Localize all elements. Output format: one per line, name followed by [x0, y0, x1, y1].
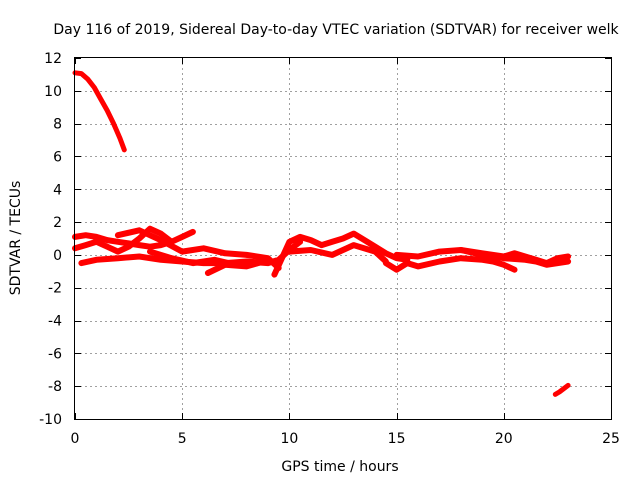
- series-group: [72, 70, 572, 397]
- y-tick-label: 2: [53, 215, 62, 231]
- y-tick-label: 12: [44, 51, 62, 67]
- y-tick-label: -10: [39, 412, 62, 428]
- y-tick-label: 6: [53, 149, 62, 165]
- series-arc-8: [271, 230, 411, 278]
- series-arc-7: [204, 258, 267, 276]
- x-tick-label: 10: [280, 431, 298, 447]
- series-arc-9: [286, 242, 389, 265]
- x-tick-label: 20: [495, 431, 513, 447]
- y-tick-label: -2: [48, 281, 62, 297]
- series-arc-3: [72, 225, 175, 255]
- y-tick-labels: -10 -8 -6 -4 -2 0 2 4 6 8 10 12: [39, 51, 62, 428]
- series-arc-12: [457, 247, 572, 267]
- y-tick-label: 4: [53, 182, 62, 198]
- chart-title: Day 116 of 2019, Sidereal Day-to-day VTE…: [53, 22, 619, 38]
- series-arc-10: [382, 255, 518, 273]
- plot-frame: [74, 57, 612, 420]
- x-axis-title: GPS time / hours: [281, 459, 398, 475]
- y-axis-title: SDTVAR / TECUs: [8, 181, 24, 296]
- series-arc-1: [72, 70, 127, 153]
- y-tick-label: -4: [48, 314, 62, 330]
- y-tick-label: 0: [53, 248, 62, 264]
- x-tick-label: 15: [388, 431, 406, 447]
- x-tick-label: 5: [178, 431, 187, 447]
- y-tick-label: -6: [48, 346, 62, 362]
- x-tick-label: 25: [602, 431, 620, 447]
- series-arc-13: [552, 382, 571, 397]
- series-arc-5: [114, 227, 282, 271]
- y-tick-label: -8: [48, 379, 62, 395]
- axis-ticks: [75, 58, 612, 420]
- x-tick-labels: 0 5 10 15 20 25: [71, 431, 620, 447]
- y-tick-label: 8: [53, 117, 62, 133]
- x-tick-label: 0: [71, 431, 80, 447]
- y-tick-label: 10: [44, 84, 62, 100]
